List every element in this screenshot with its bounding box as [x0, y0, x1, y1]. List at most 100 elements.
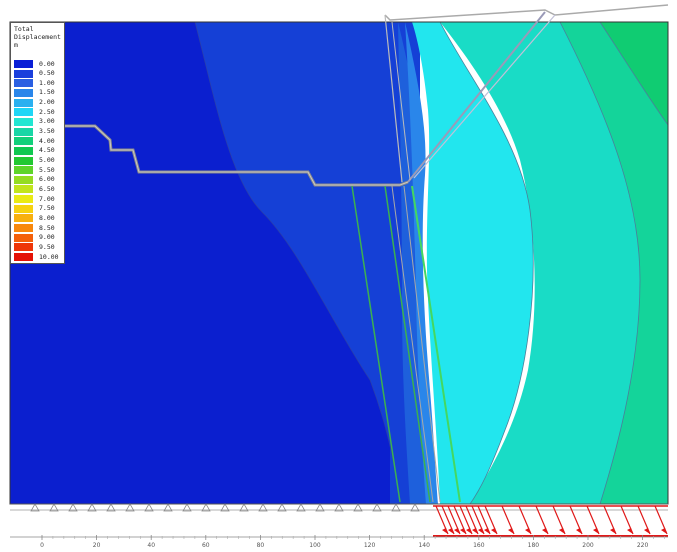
fixed-support-icon: [87, 503, 97, 512]
slope-line: [384, 14, 403, 183]
load-arrowhead: [559, 528, 565, 534]
legend-swatch: [14, 243, 33, 252]
load-arrowhead: [644, 528, 650, 534]
fixed-support-icon: [182, 503, 192, 512]
load-arrowhead: [454, 528, 460, 534]
fixed-support-icon: [391, 503, 401, 512]
legend-label: 3.50: [39, 127, 55, 136]
x-axis-tick-label: 120: [364, 542, 376, 548]
legend-label: 6.50: [39, 184, 55, 193]
load-arrowhead: [448, 528, 454, 534]
zone-displacement-0-5: [195, 22, 400, 504]
load-arrowhead: [466, 528, 472, 534]
legend-title-line-2: Displacement: [14, 33, 61, 41]
legend-swatch: [14, 117, 33, 126]
legend-swatch: [14, 88, 33, 97]
legend-swatch: [14, 146, 33, 155]
contour-line: [439, 21, 534, 505]
legend-label: 5.00: [39, 156, 55, 164]
load-arrowhead: [627, 528, 633, 534]
legend-swatch: [14, 156, 33, 165]
x-axis-tick-label: 200: [582, 542, 594, 548]
legend-label: 8.50: [39, 223, 55, 232]
legend-label: 4.00: [39, 136, 55, 145]
fixed-support-icon: [220, 503, 230, 512]
load-arrowhead: [478, 528, 484, 534]
zone-displacement-3-5: [560, 22, 668, 504]
fixed-support-icon: [68, 503, 78, 512]
fixed-support-icon: [125, 503, 135, 512]
legend-swatch: [14, 79, 33, 88]
legend-swatch: [14, 253, 33, 261]
fixed-support-icon: [410, 503, 420, 512]
zone-displacement-1-0: [398, 22, 432, 504]
legend-title-line-1: Total: [14, 25, 34, 33]
fixed-support-icon: [372, 503, 382, 512]
fixed-support-icon: [334, 503, 344, 512]
anchor-line: [411, 185, 461, 503]
slope-line: [413, 14, 556, 179]
load-arrowhead: [491, 528, 497, 534]
x-axis-tick-label: 220: [637, 542, 649, 548]
legend-box: Total Displacement m 0.00 0.50 1.00 1.50 2.0…: [10, 22, 65, 264]
legend-swatch: [14, 137, 33, 146]
x-axis-tick-label: 40: [147, 542, 155, 548]
load-arrowhead: [576, 528, 582, 534]
legend-swatch: [14, 60, 33, 68]
zone-displacement-3-0: [440, 22, 668, 504]
x-axis-tick-label: 80: [257, 542, 265, 548]
legend-swatch: [14, 204, 33, 213]
legend-label: 0.50: [39, 69, 55, 78]
boundary-loads: [433, 505, 668, 537]
legend-swatch: [14, 166, 33, 175]
zone-displacement-1-5: [405, 22, 438, 504]
x-axis-tick-label: 140: [418, 542, 430, 548]
load-arrowhead: [460, 528, 466, 534]
legend-label: 9.50: [39, 242, 55, 251]
legend-label: 8.00: [39, 213, 55, 222]
load-arrowhead: [442, 528, 448, 534]
load-arrowhead: [484, 528, 490, 534]
legend-swatch: [14, 108, 33, 117]
slope-line: [391, 21, 411, 181]
legend-label: 5.50: [39, 165, 55, 174]
legend-label: 4.50: [39, 146, 55, 155]
slope-outline: [384, 4, 669, 21]
anchor-line: [391, 185, 434, 503]
excavation-profile-inner: [10, 125, 409, 186]
legend-label: 7.00: [39, 194, 55, 203]
legend-title-line-3: m: [14, 41, 18, 49]
legend-label: 6.00: [39, 175, 55, 184]
legend-label: 0.00: [39, 59, 55, 68]
fixed-support-icon: [106, 503, 116, 512]
x-axis-tick-label: 60: [202, 542, 210, 548]
x-axis-tick-label: 100: [309, 542, 321, 548]
legend-swatch: [14, 185, 33, 194]
contour-line: [194, 21, 401, 505]
fixed-support-icon: [201, 503, 211, 512]
load-arrowhead: [610, 528, 616, 534]
load-arrowhead: [661, 528, 667, 534]
legend-swatch: [14, 233, 33, 242]
fixed-support-icon: [30, 503, 40, 512]
fixed-support-icon: [144, 503, 154, 512]
load-arrowhead: [542, 528, 548, 534]
x-axis-tick-label: 0: [40, 542, 44, 548]
legend-swatch: [14, 69, 33, 78]
anchor-line: [351, 185, 401, 503]
legend-swatch: [14, 175, 33, 184]
legend-swatch: [14, 195, 33, 204]
legend-swatch: [14, 214, 33, 223]
anchor-line: [403, 185, 441, 503]
fixed-support-icon: [296, 503, 306, 512]
anchor-line: [384, 185, 431, 503]
slope-line: [407, 11, 546, 183]
legend-label: 2.50: [39, 107, 55, 116]
load-arrowhead: [525, 528, 531, 534]
x-axis-tick-label: 180: [528, 542, 540, 548]
load-arrowhead: [508, 528, 514, 534]
fixed-support-icon: [277, 503, 287, 512]
x-axis-tick-label: 20: [93, 542, 101, 548]
